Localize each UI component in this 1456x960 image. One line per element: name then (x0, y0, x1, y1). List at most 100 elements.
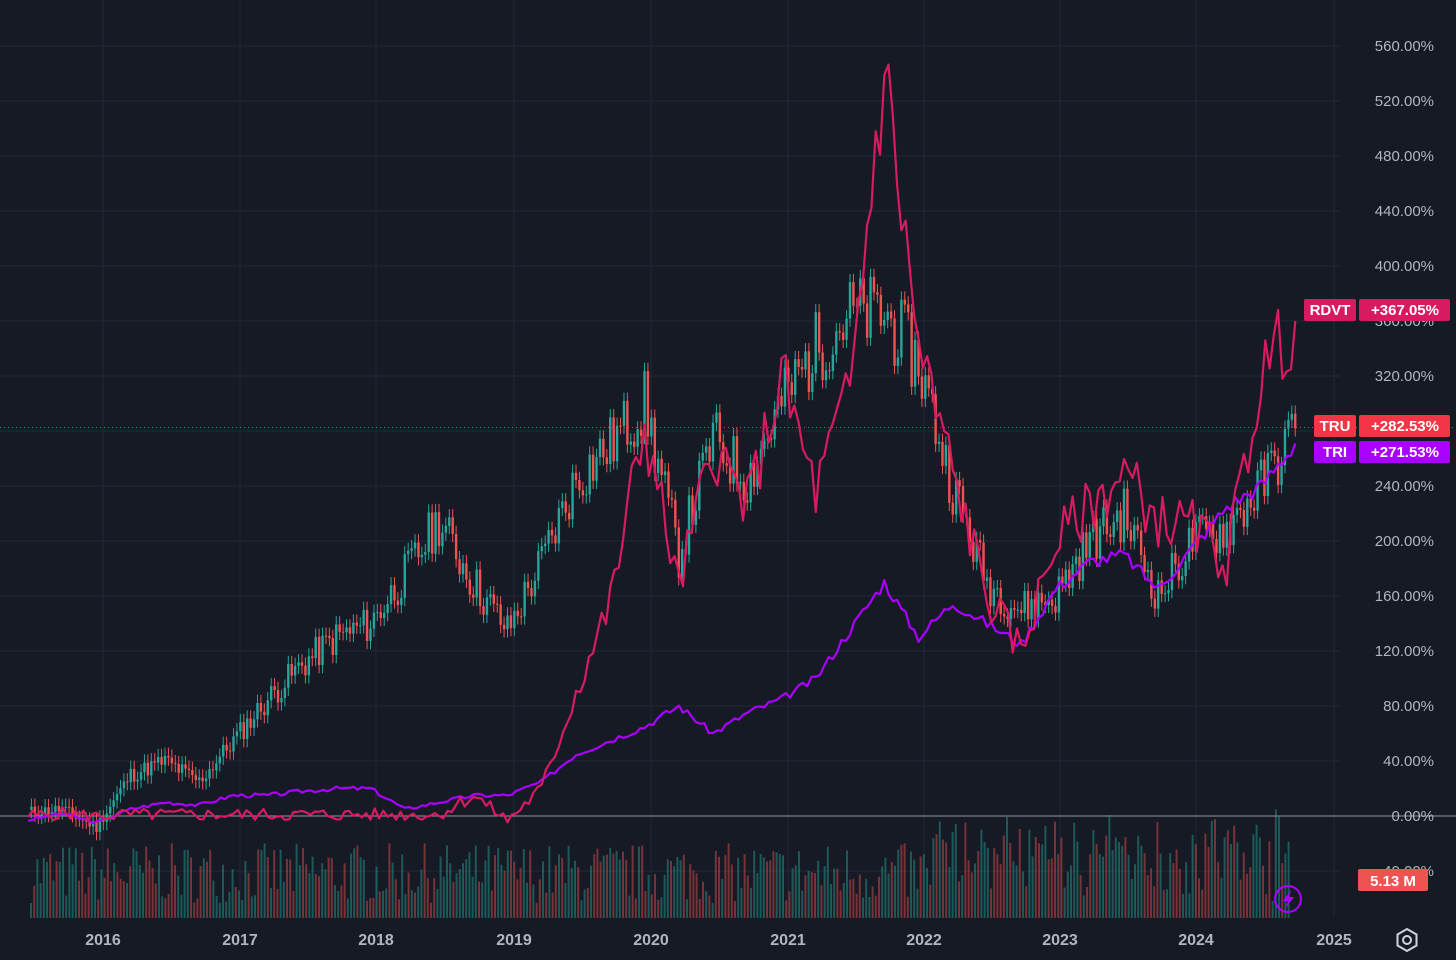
x-tick-label: 2019 (496, 932, 532, 949)
volume-bar (430, 902, 432, 918)
volume-label[interactable]: 5.13 M (1370, 873, 1416, 890)
tru-candle-body (862, 278, 865, 304)
tru-candle-body (807, 351, 811, 392)
volume-bar (1089, 854, 1092, 918)
volume-bar (132, 848, 135, 918)
lightning-icon[interactable] (1274, 885, 1302, 913)
tru-candle-body (643, 370, 646, 436)
volume-bar (628, 895, 631, 918)
volume-bar (193, 902, 196, 918)
tru-candle-body (903, 299, 906, 305)
series-name-label[interactable]: TRI (1323, 444, 1347, 461)
volume-bar (337, 890, 340, 918)
volume-bar (103, 877, 106, 918)
volume-bar (49, 854, 52, 918)
volume-bar (113, 863, 116, 918)
tru-candle-body (1177, 563, 1180, 581)
tru-candle-body (574, 472, 578, 480)
tru-candle-body (413, 542, 417, 549)
volume-bar (250, 896, 253, 918)
series-name-badge[interactable] (1314, 415, 1356, 437)
volume-bar (378, 891, 381, 918)
volume-bar (343, 863, 346, 918)
last-value-label[interactable]: +282.53% (1371, 418, 1439, 435)
volume-bar (1249, 867, 1252, 918)
volume-bar (238, 890, 240, 918)
tru-candle-body (595, 456, 598, 481)
volume-bar (494, 855, 496, 918)
volume-bar (241, 899, 244, 918)
last-value-label[interactable]: +367.05% (1371, 302, 1439, 319)
volume-bar (820, 885, 823, 918)
volume-bar (974, 863, 976, 918)
last-value-badges[interactable]: RDVT +367.05% TRU +282.53% TRI +271.53% 5.13 M (1304, 299, 1450, 891)
last-value-badge[interactable] (1359, 441, 1450, 463)
tru-candle-body (502, 624, 506, 630)
volume-bar (1281, 863, 1284, 918)
volume-bar (286, 858, 288, 918)
tru-candle-body (509, 615, 513, 629)
volume-bar (644, 891, 647, 918)
y-tick-label: 520.00% (1375, 93, 1434, 110)
tru-candle-body (530, 588, 533, 597)
volume-bar (711, 902, 714, 918)
tru-candle-body (896, 357, 900, 366)
volume-bar (916, 888, 919, 918)
volume-bar (199, 866, 202, 918)
y-tick-label: 160.00% (1375, 588, 1434, 605)
tru-candle-body (40, 814, 43, 816)
volume-bar (340, 885, 343, 918)
tru-candles (30, 268, 1297, 841)
last-value-badge[interactable] (1359, 415, 1450, 437)
series-name-badge[interactable] (1304, 299, 1356, 321)
y-tick-label: 120.00% (1375, 643, 1434, 660)
volume-bar (1079, 875, 1082, 918)
tru-candle-body (153, 761, 156, 763)
volume-bar (375, 866, 378, 918)
volume-bar (212, 880, 215, 918)
tru-candle-body (770, 438, 773, 440)
tru-candle-body (1280, 465, 1283, 486)
tru-candle-body (1074, 556, 1078, 565)
tru-candle-body (352, 622, 355, 634)
volume-bar (993, 848, 996, 918)
volume-bar (590, 865, 592, 918)
volume-bar (190, 857, 192, 918)
tru-candle-body (400, 597, 403, 606)
tru-candle-body (119, 788, 122, 795)
tru-candle-body (389, 585, 393, 604)
volume-bar (871, 886, 874, 918)
tru-candle-body (591, 454, 595, 481)
volume-bar (359, 857, 362, 918)
volume-bar (1214, 819, 1216, 918)
tru-candle-body (742, 481, 746, 501)
last-value-label[interactable]: +271.53% (1371, 444, 1439, 461)
last-value-badge[interactable] (1359, 299, 1450, 321)
volume-bar (1188, 893, 1191, 918)
tru-candle-body (780, 395, 783, 407)
tru-candle-body (492, 594, 495, 604)
tru-candle-body (328, 635, 331, 639)
tru-candle-body (95, 821, 98, 833)
tru-candle-body (852, 282, 855, 306)
volume-bars (30, 809, 1290, 918)
tru-candle-body (252, 719, 256, 728)
volume-bar (903, 843, 906, 918)
volume-bar (535, 902, 538, 918)
tru-candle-body (1211, 523, 1215, 539)
tru-candle-body (1068, 569, 1071, 588)
volume-bar (1271, 901, 1274, 918)
tru-candle-body (670, 497, 674, 500)
settings-icon[interactable] (1393, 926, 1421, 954)
volume-bar (1255, 824, 1258, 918)
tru-candle-body (263, 711, 266, 716)
x-tick-label: 2021 (770, 932, 806, 949)
series-name-label[interactable]: TRU (1320, 418, 1351, 435)
series-name-label[interactable]: RDVT (1310, 302, 1351, 319)
volume-bar (516, 879, 519, 918)
volume-badge[interactable] (1358, 869, 1428, 891)
volume-bar (593, 854, 596, 918)
volume-bar (657, 899, 660, 918)
series-name-badge[interactable] (1314, 441, 1356, 463)
x-tick-label: 2025 (1316, 932, 1352, 949)
